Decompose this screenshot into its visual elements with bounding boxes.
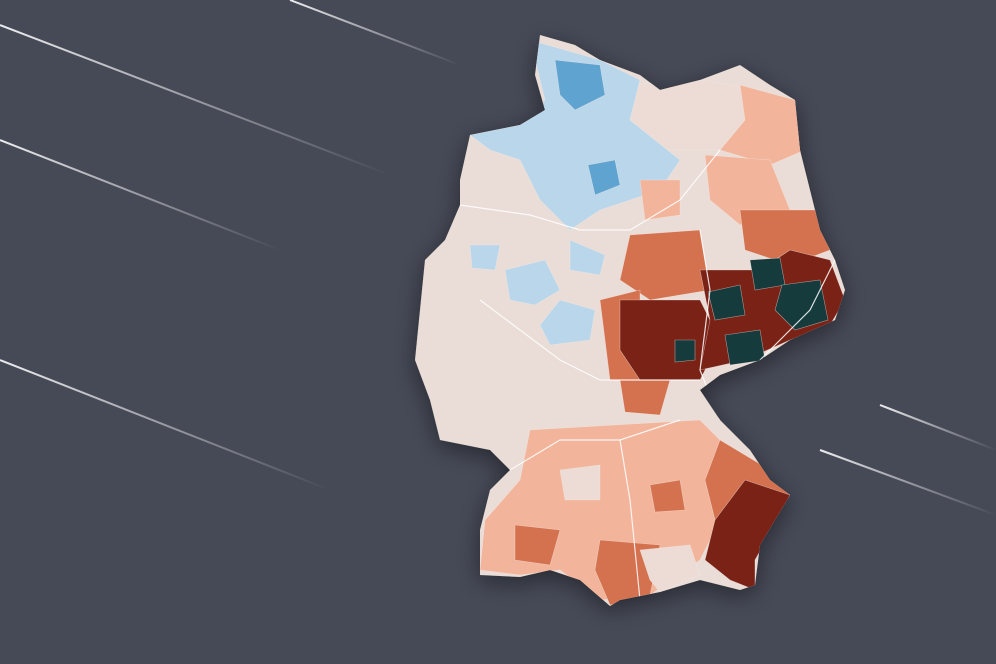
- state-border: [509, 419, 681, 471]
- streak: [289, 0, 461, 66]
- district: [554, 59, 606, 111]
- district: [539, 299, 596, 346]
- state-border: [479, 299, 700, 381]
- streak: [0, 24, 391, 176]
- district: [749, 257, 786, 291]
- district: [504, 259, 561, 306]
- germany-map: [415, 35, 845, 606]
- streak: [879, 404, 996, 451]
- district: [639, 179, 681, 221]
- state-border: [759, 259, 836, 361]
- district: [514, 524, 561, 566]
- district: [619, 229, 711, 301]
- streak: [0, 359, 331, 491]
- state-border: [459, 149, 721, 231]
- district: [559, 464, 601, 501]
- district: [774, 279, 829, 331]
- streak: [0, 139, 281, 251]
- district: [649, 479, 686, 513]
- streak: [819, 449, 996, 516]
- district: [707, 284, 746, 321]
- background-streaks: [0, 0, 996, 516]
- state-border: [619, 439, 641, 601]
- district: [469, 244, 501, 271]
- state-borders: [459, 149, 836, 601]
- districts: [469, 39, 845, 606]
- district: [639, 544, 701, 593]
- district: [569, 239, 606, 276]
- district: [724, 329, 766, 366]
- district: [587, 159, 621, 196]
- district: [674, 339, 696, 363]
